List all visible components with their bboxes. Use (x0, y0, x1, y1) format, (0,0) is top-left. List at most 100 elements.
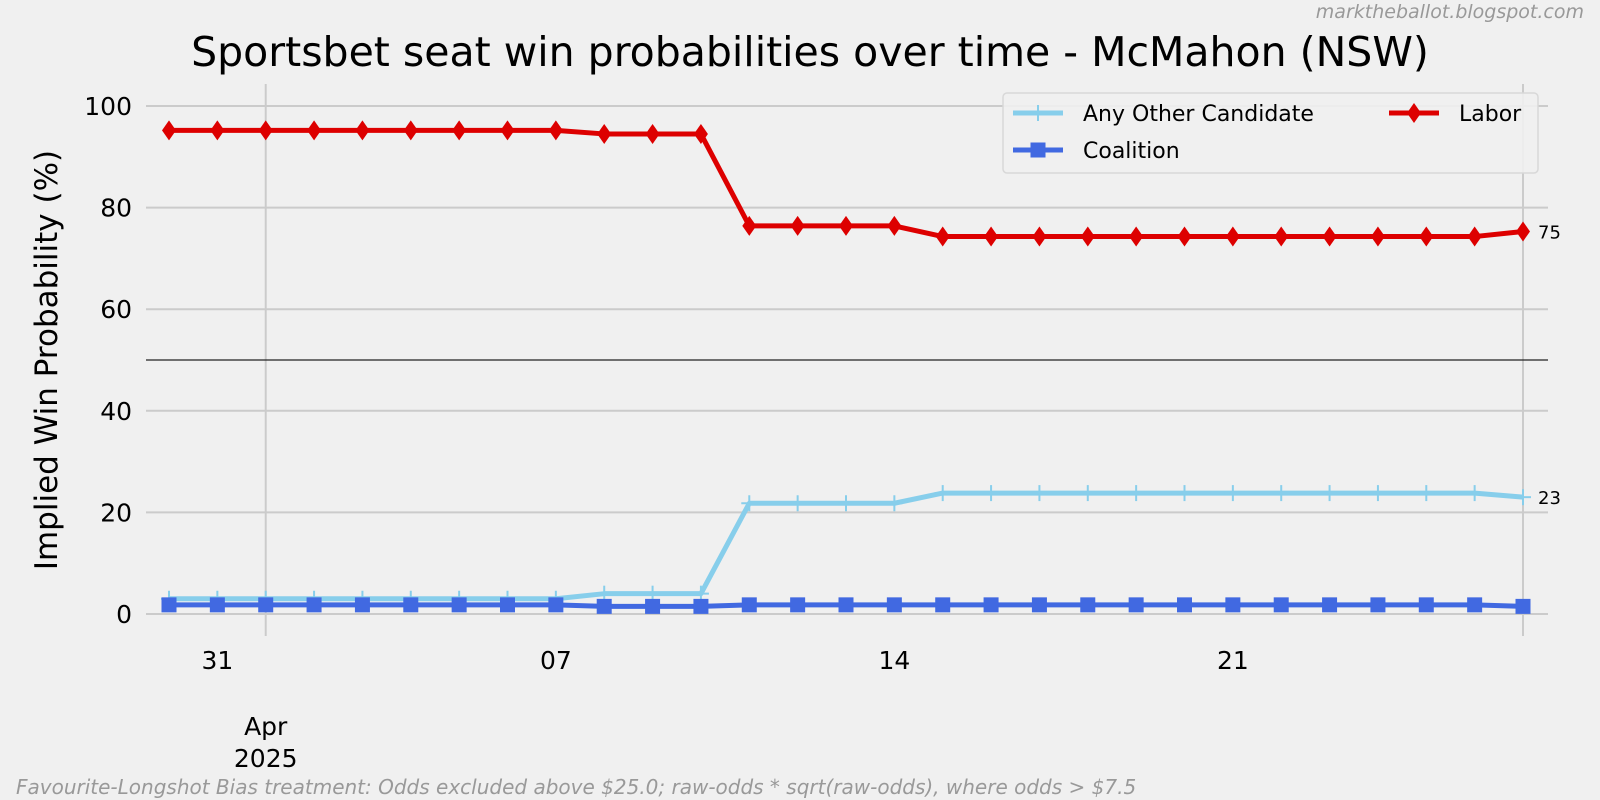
x-tick-label: 21 (1217, 646, 1249, 675)
labor-point (1225, 226, 1240, 247)
coalition-point (1177, 597, 1192, 613)
any-other-candidate-point (983, 485, 1000, 502)
coalition-point (1418, 597, 1434, 613)
y-tick-label: 60 (100, 295, 132, 324)
legend-label-labor: Labor (1459, 102, 1522, 127)
y-tick-label: 0 (116, 600, 132, 629)
coalition-point (693, 598, 709, 614)
coalition-point (886, 597, 902, 613)
any-other-candidate-point (1321, 485, 1338, 502)
coalition-point (935, 597, 951, 613)
x-tick-label: 14 (878, 646, 910, 675)
y-tick-label: 80 (100, 194, 132, 223)
x-month-tick-label: Apr (244, 712, 288, 741)
coalition-point (596, 598, 612, 614)
coalition-point (306, 597, 322, 613)
any-other-candidate-point (886, 495, 903, 512)
coalition-point (161, 597, 177, 613)
y-axis-label: Implied Win Probability (%) (29, 150, 65, 570)
coalition-point (741, 597, 757, 613)
coalition-point (548, 597, 564, 613)
any-other-candidate-point (1273, 485, 1290, 502)
coalition-point (838, 597, 854, 613)
labor-point (742, 215, 757, 236)
plot-area: 75 23 (161, 120, 1561, 614)
any-other-candidate-point (1128, 485, 1145, 502)
any-other-candidate-point (1418, 485, 1435, 502)
labor-point (645, 123, 660, 144)
coalition-point (1128, 597, 1144, 613)
x-tick-label: 07 (540, 646, 572, 675)
labor-point (1516, 221, 1530, 242)
labor-point (307, 120, 322, 141)
labor-point (887, 215, 902, 236)
legend-marker-any-other-candidate (1030, 105, 1046, 121)
coalition-point (1370, 597, 1386, 613)
y-tick-label: 20 (100, 498, 132, 527)
labor-point (210, 120, 225, 141)
any-other-candidate-point (1466, 485, 1483, 502)
coalition-point (1322, 597, 1338, 613)
coalition-point (354, 597, 370, 613)
labor-point (548, 120, 563, 141)
labor-point (693, 123, 708, 144)
legend-marker-labor (1407, 103, 1421, 123)
end-label: 75 (1538, 222, 1561, 243)
any-other-candidate-point (1176, 485, 1193, 502)
x-month-tick-label: 2025 (234, 744, 298, 773)
any-other-candidate-point (934, 485, 951, 502)
labor-point (452, 120, 467, 141)
coalition-point (1515, 598, 1531, 614)
any-other-candidate-point (1031, 485, 1048, 502)
coalition-point (1031, 597, 1047, 613)
coalition-point (1225, 597, 1241, 613)
any-other-candidate-point (1369, 485, 1386, 502)
credit-text: marktheballot.blogspot.com (1316, 1, 1584, 23)
any-other-candidate-point (741, 495, 758, 512)
end-label: 23 (1538, 488, 1561, 509)
coalition-point (403, 597, 419, 613)
coalition-point (209, 597, 225, 613)
labor-point (1032, 226, 1047, 247)
legend: Any Other Candidate Coalition Labor (1002, 92, 1539, 174)
labor-point (839, 215, 853, 236)
legend-label-any-other-candidate: Any Other Candidate (1083, 102, 1314, 127)
coalition-point (790, 597, 806, 613)
x-tick-label: 31 (201, 646, 233, 675)
grid: 0 20 40 60 80 100 Apr 2025 31 07 14 21 (84, 84, 1548, 773)
labor-point (1370, 226, 1385, 247)
labor-point (1129, 226, 1144, 247)
coalition-point (983, 597, 999, 613)
coalition-point (1080, 597, 1096, 613)
coalition-point (451, 597, 467, 613)
labor-point (984, 226, 999, 247)
legend-marker-coalition (1030, 142, 1046, 158)
labor-point (1322, 226, 1337, 247)
legend-label-coalition: Coalition (1083, 139, 1180, 164)
labor-point (597, 123, 612, 144)
labor-point (1419, 226, 1434, 247)
labor-point (1467, 226, 1482, 247)
coalition-point (258, 597, 274, 613)
y-tick-label: 40 (100, 397, 132, 426)
labor-point (935, 226, 950, 247)
labor-point (162, 120, 176, 141)
labor-point (500, 120, 515, 141)
labor-point (1177, 226, 1192, 247)
labor-point (1080, 226, 1095, 247)
y-tick-label: 100 (84, 92, 132, 121)
coalition-point (645, 598, 661, 614)
footnote: Favourite-Longshot Bias treatment: Odds … (16, 775, 1136, 799)
labor-point (355, 120, 370, 141)
labor-point (258, 120, 273, 141)
any-other-candidate-point (789, 495, 806, 512)
coalition-point (500, 597, 515, 613)
coalition-point (1467, 597, 1483, 613)
labor-point (790, 215, 805, 236)
labor-point (403, 120, 418, 141)
any-other-candidate-point (1079, 485, 1096, 502)
any-other-candidate-point (1224, 485, 1241, 502)
labor-point (1274, 226, 1289, 247)
coalition-point (1273, 597, 1289, 613)
